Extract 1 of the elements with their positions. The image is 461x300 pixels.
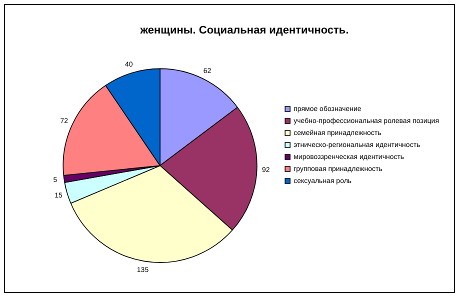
chart-title: женщины. Социальная идентичность. — [139, 24, 349, 37]
